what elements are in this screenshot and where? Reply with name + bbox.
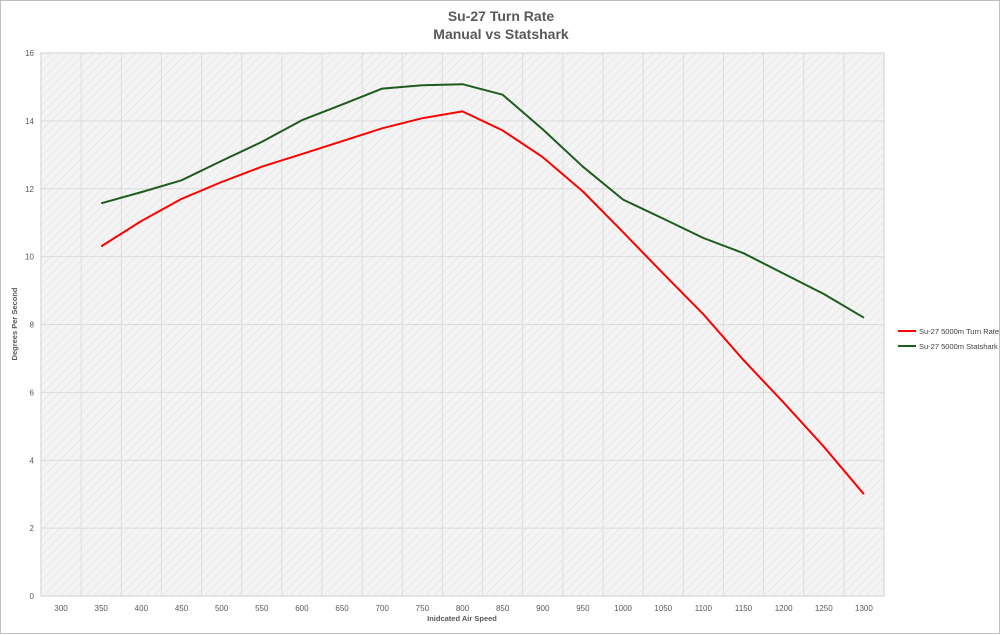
series-line-2 (100, 83, 865, 319)
series-lines (100, 83, 865, 495)
y-tick-label: 2 (30, 524, 35, 533)
x-tick-label: 1250 (815, 604, 833, 613)
chart-title: Su-27 Turn Rate (448, 8, 555, 24)
legend: Su-27 5000m Turn Rate Su-27 5000m Statsha… (898, 327, 999, 351)
x-tick-label: 600 (295, 604, 309, 613)
x-axis-ticks: 300 350 400 450 500 550 600 650 700 750 800 850 900 9… (54, 604, 873, 613)
series-line-1 (100, 110, 865, 495)
x-tick-label: 750 (416, 604, 430, 613)
y-axis-ticks: 0 2 4 6 8 10 12 14 16 (25, 49, 34, 601)
x-tick-label: 1100 (695, 604, 713, 613)
x-tick-label: 650 (335, 604, 349, 613)
y-tick-label: 8 (30, 321, 35, 330)
plot-border (40, 52, 885, 597)
x-tick-label: 450 (175, 604, 189, 613)
x-tick-label: 1050 (654, 604, 672, 613)
x-tick-label: 1200 (775, 604, 793, 613)
x-tick-label: 800 (456, 604, 470, 613)
x-tick-label: 1150 (735, 604, 753, 613)
x-tick-label: 950 (576, 604, 590, 613)
y-tick-label: 6 (30, 388, 35, 397)
x-tick-label: 500 (215, 604, 229, 613)
y-tick-label: 16 (25, 49, 34, 58)
x-tick-label: 550 (255, 604, 269, 613)
chart-subtitle: Manual vs Statshark (433, 26, 569, 42)
x-tick-label: 850 (496, 604, 510, 613)
y-tick-label: 12 (25, 185, 34, 194)
x-tick-label: 1300 (855, 604, 873, 613)
y-axis-label: Degrees Per Second (10, 287, 19, 360)
x-axis-label: Inidcated Air Speed (427, 614, 497, 623)
x-tick-label: 900 (536, 604, 550, 613)
y-tick-label: 4 (30, 456, 35, 465)
y-tick-label: 14 (25, 117, 34, 126)
y-tick-label: 10 (25, 253, 34, 262)
x-tick-label: 350 (95, 604, 109, 613)
x-tick-label: 700 (376, 604, 390, 613)
x-tick-label: 300 (54, 604, 68, 613)
x-tick-label: 1000 (614, 604, 632, 613)
x-tick-label: 400 (135, 604, 149, 613)
gridlines (40, 52, 885, 597)
legend-label-1: Su-27 5000m Turn Rate (919, 327, 999, 336)
legend-label-2: Su-27 5000m Statshark (919, 342, 998, 351)
y-tick-label: 0 (30, 592, 35, 601)
